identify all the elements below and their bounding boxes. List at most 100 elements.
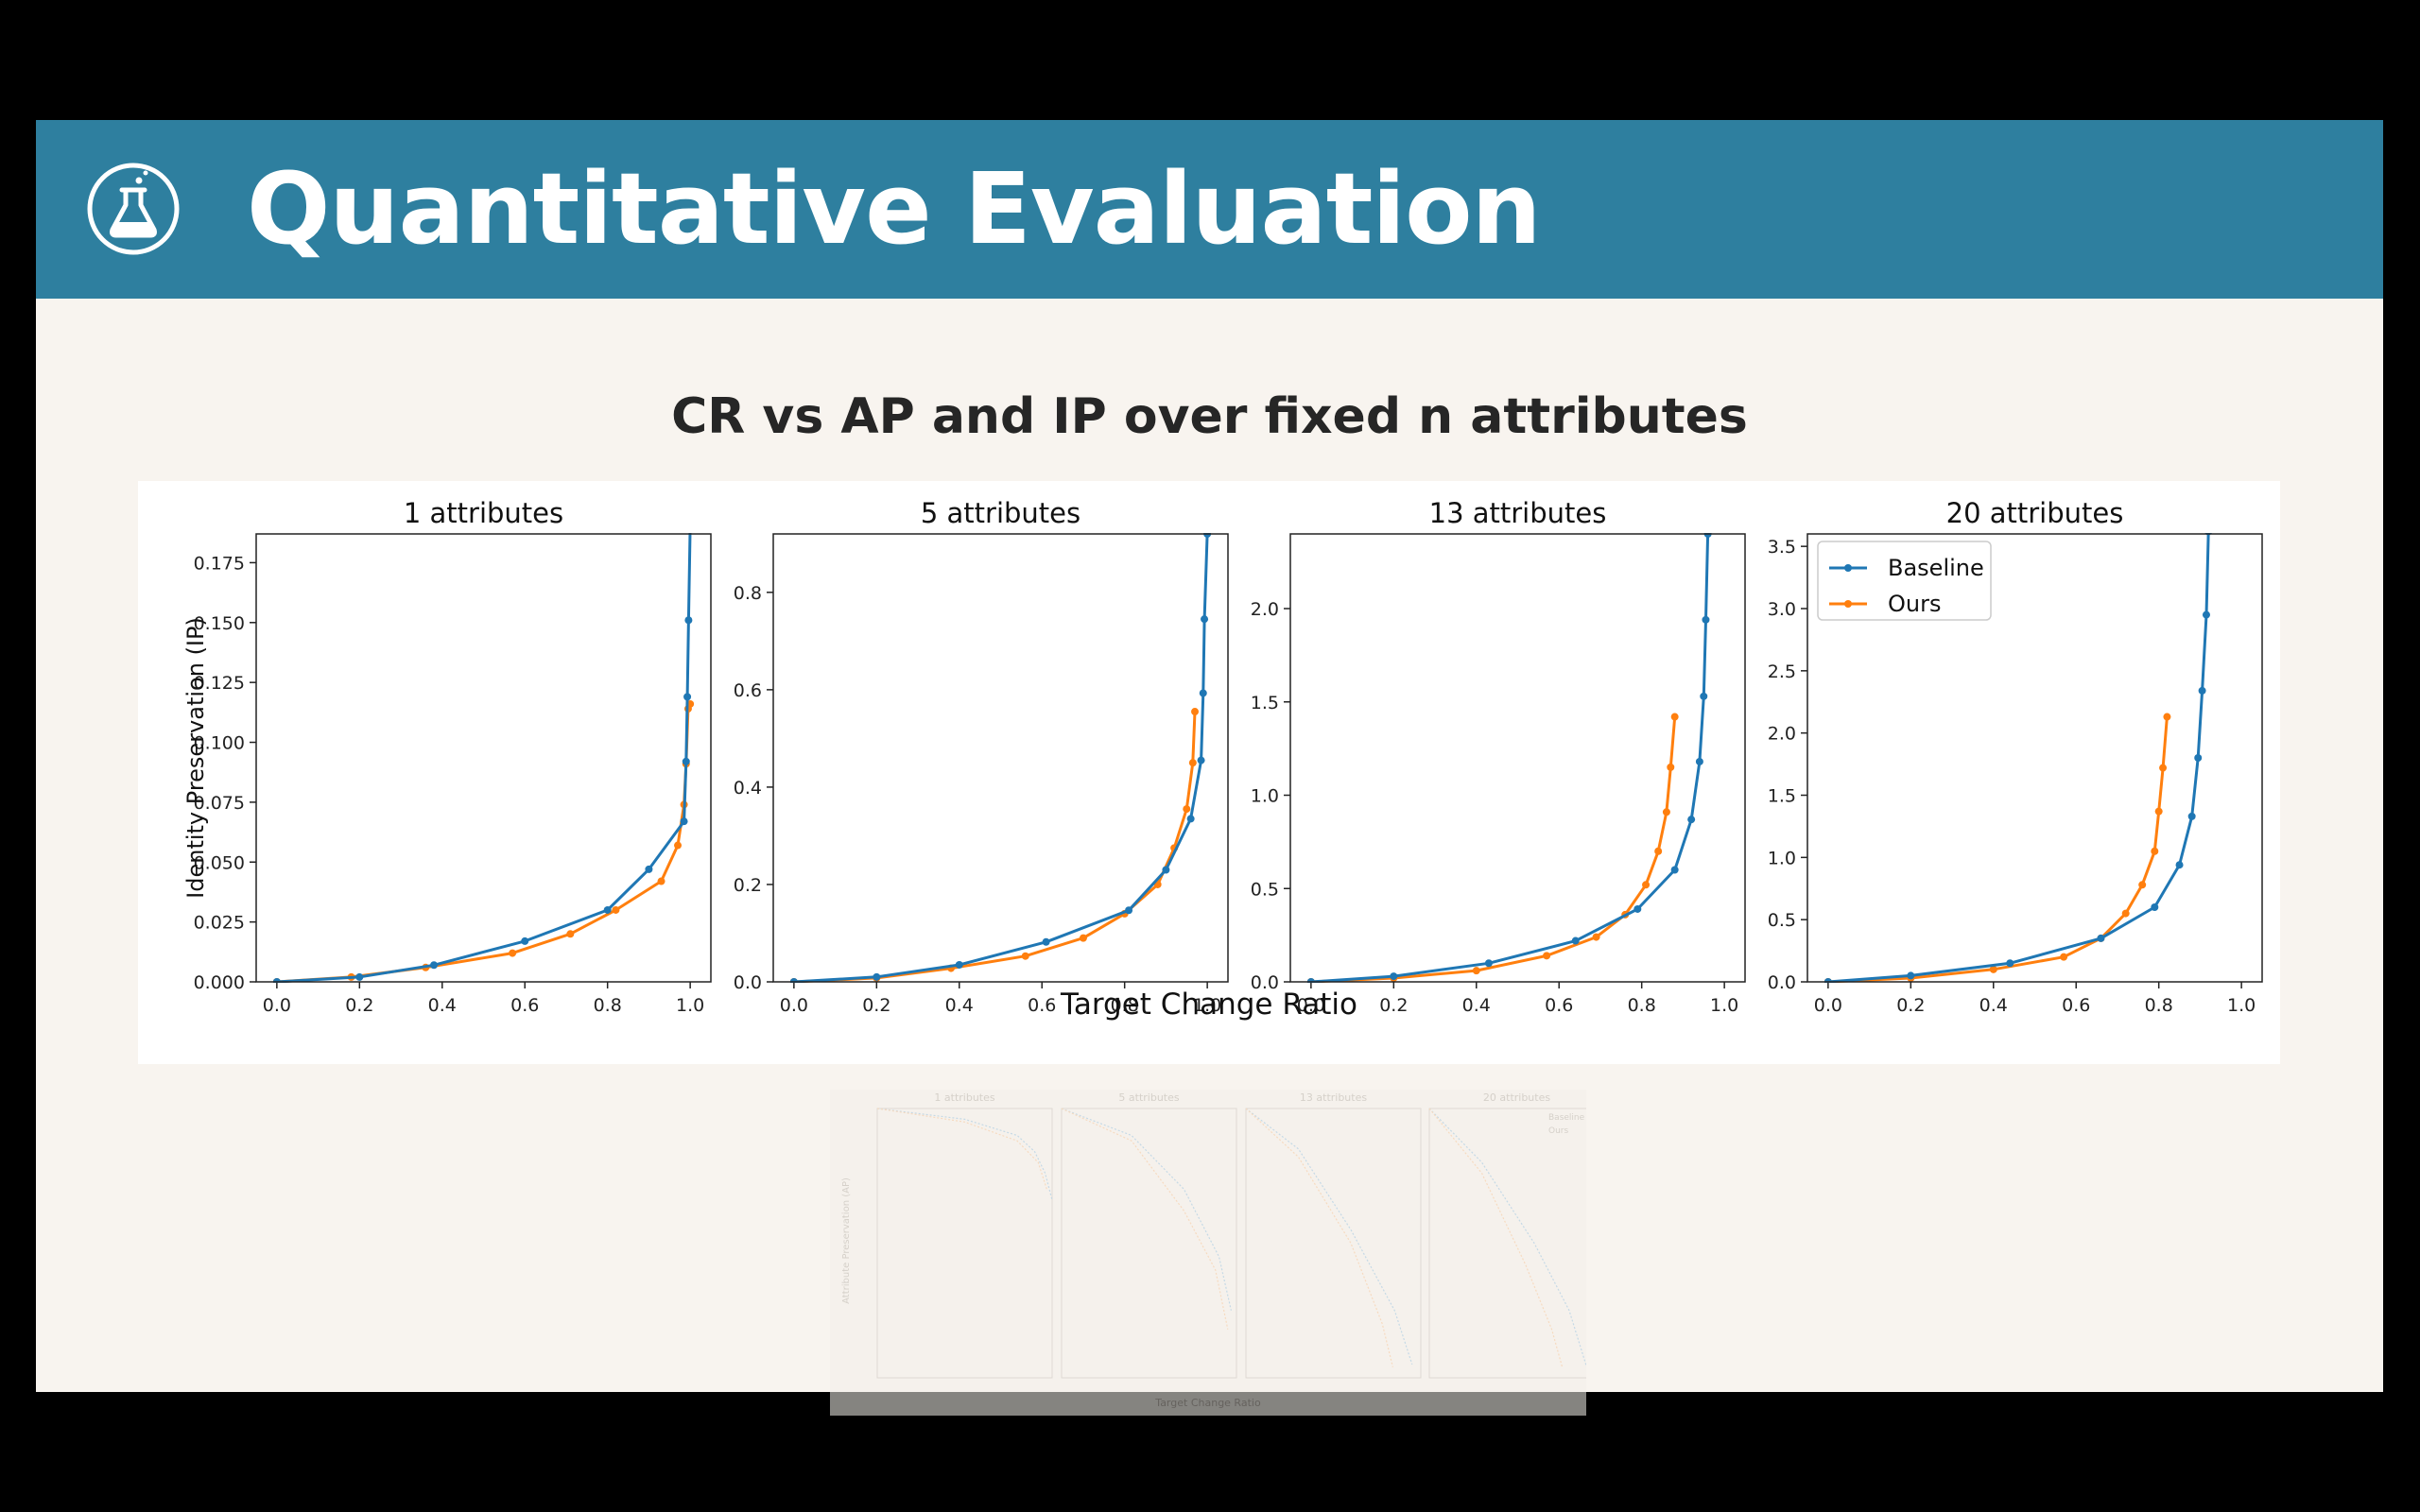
data-point-baseline [1571,936,1580,945]
data-point-baseline [1687,816,1696,824]
y-tick-label: 0.0 [1768,972,1796,993]
series-group [789,533,1212,983]
y-tick-label: 1.0 [1768,848,1796,868]
faded-subplot-title: 13 attributes [1300,1091,1367,1104]
x-tick-label: 1.0 [2227,995,2256,1016]
data-point-baseline [2151,903,2159,911]
chart-section-title: CR vs AP and IP over fixed n attributes [671,388,1748,445]
legend-box [1817,541,1992,621]
x-tick-label: 0.6 [1028,995,1056,1016]
data-point-ours [1654,847,1663,855]
data-point-baseline [2198,686,2206,695]
x-tick-label: 0.4 [1462,995,1491,1016]
plot-frame [1289,533,1746,983]
data-point-baseline [1201,615,1209,624]
legend-label-ours: Ours [1888,591,1941,617]
x-axis-label: Target Change Ratio [1060,988,1357,1022]
legend-marker-baseline [1844,564,1852,572]
data-point-baseline [686,523,694,530]
data-point-baseline [355,972,364,981]
data-point-baseline [1484,959,1493,968]
faded-subplot-title: 1 attributes [934,1091,994,1104]
x-tick-label: 0.2 [345,995,373,1016]
data-point-ours [1662,808,1670,816]
x-tick-label: 0.8 [1628,995,1656,1016]
data-point-baseline [1670,866,1679,874]
x-tick-label: 0.6 [2062,995,2090,1016]
series-line-baseline [1310,533,1710,983]
data-point-baseline [1634,904,1642,913]
y-tick-label: 3.5 [1768,537,1796,558]
series-line-baseline [276,533,692,983]
faded-y-axis-label: Attribute Preservation (AP) [841,1177,852,1304]
x-tick-label: 1.0 [1710,995,1738,1016]
y-tick-label: 0.175 [194,553,245,574]
faded-x-axis-label: Target Change Ratio [1154,1397,1261,1409]
y-tick-label: 0.150 [194,613,245,634]
data-point-baseline [1042,937,1050,946]
data-point-baseline [1700,692,1708,700]
y-tick-label: 2.0 [1768,724,1796,745]
y-tick-label: 0.050 [194,852,245,873]
subplot-1: 1 attributes 0.0 0.2 0.4 0.6 0.8 1.0 0.000 0.025… [194,497,712,1016]
data-point-baseline [2097,934,2105,942]
data-point-baseline [430,961,439,970]
data-point-baseline [873,972,881,981]
y-tick-label: 1.0 [1251,786,1279,807]
page-title: Quantitative Evaluation [247,151,1542,266]
y-tick-label: 0.075 [194,793,245,814]
slide: Quantitative Evaluation CR vs AP and IP … [36,120,2383,1416]
data-point-baseline [955,960,963,969]
x-tick-label: 0.0 [1297,995,1325,1016]
data-point-ours [1592,933,1600,941]
subplot-3: 13 attributes 0.0 0.2 0.4 0.6 0.8 1.0 0.0 0.5 1.0… [1251,497,1746,1016]
y-tick-label: 0.0 [1251,972,1279,993]
plot-frame [772,533,1229,983]
data-point-ours [1670,713,1679,721]
faded-series-line [1061,1108,1232,1311]
data-point-baseline [1390,972,1398,981]
y-tick-label: 0.6 [734,680,762,701]
data-point-ours [2060,953,2068,961]
data-point-baseline [1125,906,1133,915]
data-point-ours [1642,881,1651,889]
x-tick-label: 0.4 [945,995,974,1016]
subplot-title: 1 attributes [404,497,563,529]
faded-series-line [1428,1108,1586,1367]
data-point-ours [566,930,575,938]
legend: Baseline Ours [1817,541,1992,621]
legend-label-baseline: Baseline [1888,555,1984,581]
subplot-title: 13 attributes [1429,497,1607,529]
series-line-ours [1827,716,2169,983]
data-point-baseline [1695,757,1703,765]
faded-plot-frame [876,1108,1053,1379]
x-tick-label: 0.4 [428,995,457,1016]
x-tick-label: 0.2 [1896,995,1925,1016]
y-tick-label: 1.5 [1251,693,1279,713]
series-line-ours [1310,716,1677,983]
data-point-ours [2121,909,2130,918]
faded-plot-frame [1061,1108,1237,1379]
y-tick-label: 2.0 [1251,599,1279,620]
data-point-baseline [2175,861,2184,869]
data-point-ours [1667,763,1675,771]
data-point-ours [674,841,683,850]
y-tick-label: 0.125 [194,673,245,694]
data-point-baseline [683,693,692,701]
faded-ap-chart-preview: 1 attributes 5 attributes 13 attributes 20 … [830,1090,1586,1416]
legend-marker-ours [1844,600,1852,608]
data-point-baseline [2202,610,2210,619]
subplot-title: 5 attributes [921,497,1080,529]
flask-icon [87,163,180,255]
series-group [1306,533,1712,983]
data-point-ours [1472,967,1480,975]
data-point-baseline [521,936,529,945]
series-group [272,523,695,983]
x-tick-label: 0.8 [1111,995,1139,1016]
faded-plot-frame [1245,1108,1422,1379]
subplot-title: 20 attributes [1946,497,2124,529]
data-point-baseline [603,905,612,914]
data-point-baseline [680,817,688,826]
data-point-ours [1543,952,1551,960]
data-point-baseline [1186,815,1195,823]
